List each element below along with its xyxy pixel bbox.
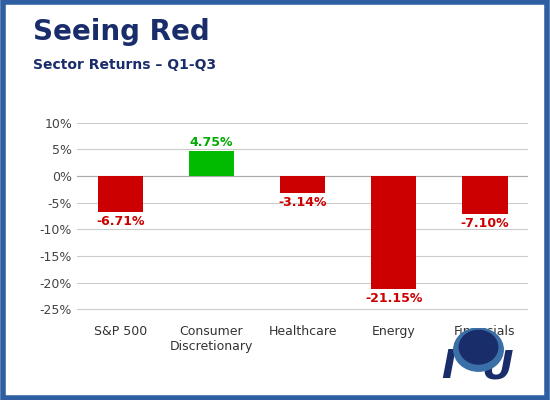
Bar [189,151,234,176]
Text: -3.14%: -3.14% [278,196,327,209]
Circle shape [459,330,498,364]
Text: 4.75%: 4.75% [190,136,233,148]
Text: I: I [442,348,456,386]
Text: -7.10%: -7.10% [460,217,509,230]
Text: Sector Returns – Q1-Q3: Sector Returns – Q1-Q3 [33,58,216,72]
Bar [371,176,416,289]
Text: U: U [481,348,513,386]
Circle shape [454,328,503,371]
Text: Seeing Red: Seeing Red [33,18,210,46]
Bar [462,176,508,214]
Text: -6.71%: -6.71% [96,215,145,228]
Bar [280,176,325,193]
Bar [97,176,143,212]
Text: -21.15%: -21.15% [365,292,422,305]
